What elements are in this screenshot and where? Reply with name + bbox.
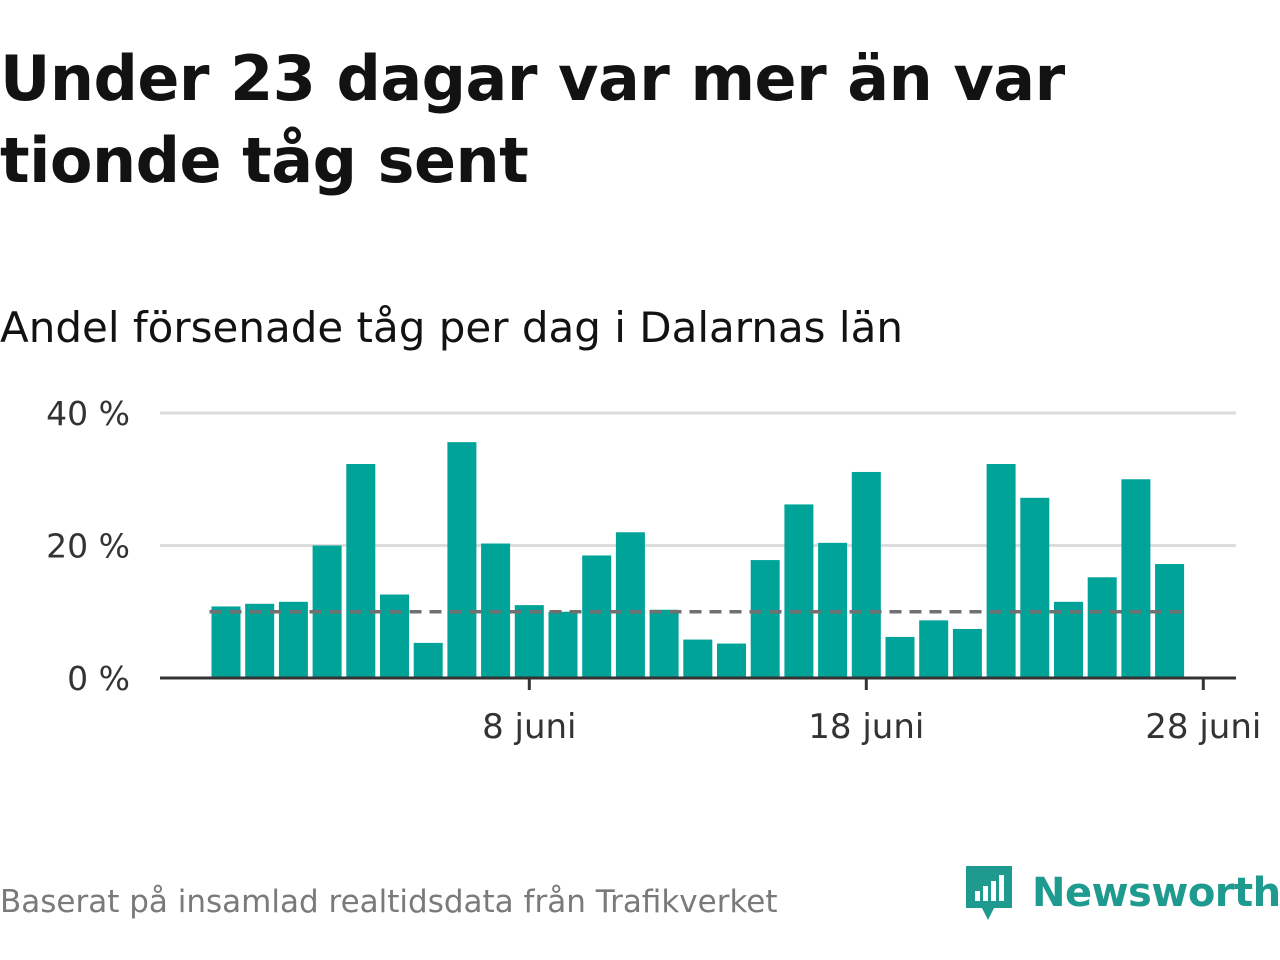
- x-tick-label: 18 juni: [808, 707, 924, 747]
- bar: [717, 643, 746, 678]
- bar: [245, 603, 275, 678]
- bar: [1054, 601, 1083, 678]
- bar: [447, 442, 477, 678]
- bar: [784, 504, 814, 678]
- bar: [986, 464, 1016, 678]
- bar: [380, 594, 409, 678]
- bar: [1020, 497, 1050, 678]
- bar: [649, 609, 679, 678]
- bar: [1155, 564, 1185, 678]
- bar: [885, 636, 915, 678]
- brand-name: Newsworthy: [1032, 870, 1280, 916]
- bar: [211, 606, 241, 678]
- bar: [1121, 479, 1151, 678]
- y-tick-label: 0 %: [67, 659, 130, 698]
- bar: [919, 620, 949, 678]
- x-tick-label: 28 juni: [1145, 707, 1261, 747]
- bar: [615, 532, 645, 678]
- bar: [278, 601, 308, 678]
- x-tick-label: 8 juni: [482, 707, 576, 747]
- bar-chart: 0 % 20 % 40 % 8 juni 18 juni 28 juni: [46, 394, 1261, 747]
- chart-subtitle: Andel försenade tåg per dag i Dalarnas l…: [0, 303, 903, 352]
- bar: [851, 471, 881, 678]
- newsworthy-logo-icon: [966, 866, 1012, 920]
- bar: [413, 642, 443, 678]
- bar: [750, 560, 780, 678]
- y-tick-label: 40 %: [46, 394, 130, 433]
- bar: [683, 639, 713, 678]
- bar: [1087, 577, 1117, 678]
- bar: [514, 605, 544, 678]
- y-tick-label: 20 %: [46, 527, 130, 566]
- bar: [548, 611, 578, 678]
- bar: [582, 555, 612, 678]
- source-note: Baserat på insamlad realtidsdata från Tr…: [0, 884, 778, 920]
- bar: [952, 628, 982, 678]
- brand-logo: Newsworthy: [964, 862, 1280, 924]
- bar: [346, 464, 376, 678]
- chart-title: Under 23 dagar var mer än var tionde tåg…: [0, 42, 1065, 197]
